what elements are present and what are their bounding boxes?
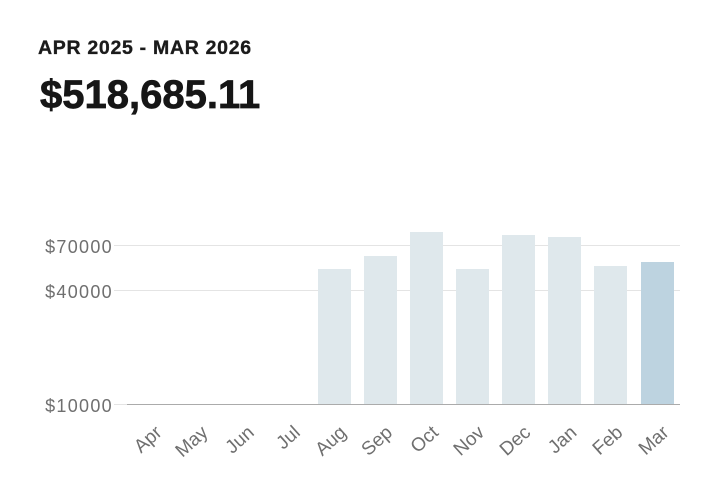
svg-text:Oct: Oct <box>407 422 444 458</box>
svg-text:May: May <box>172 422 213 462</box>
svg-text:Nov: Nov <box>450 422 490 461</box>
svg-text:Dec: Dec <box>496 422 535 460</box>
svg-text:Feb: Feb <box>589 422 627 460</box>
svg-text:Jan: Jan <box>544 422 581 458</box>
svg-text:Jun: Jun <box>222 422 259 458</box>
svg-text:Apr: Apr <box>130 422 167 458</box>
svg-text:Jul: Jul <box>273 422 305 454</box>
svg-text:Sep: Sep <box>358 422 397 460</box>
svg-text:Aug: Aug <box>312 422 351 460</box>
svg-text:Mar: Mar <box>635 422 674 460</box>
